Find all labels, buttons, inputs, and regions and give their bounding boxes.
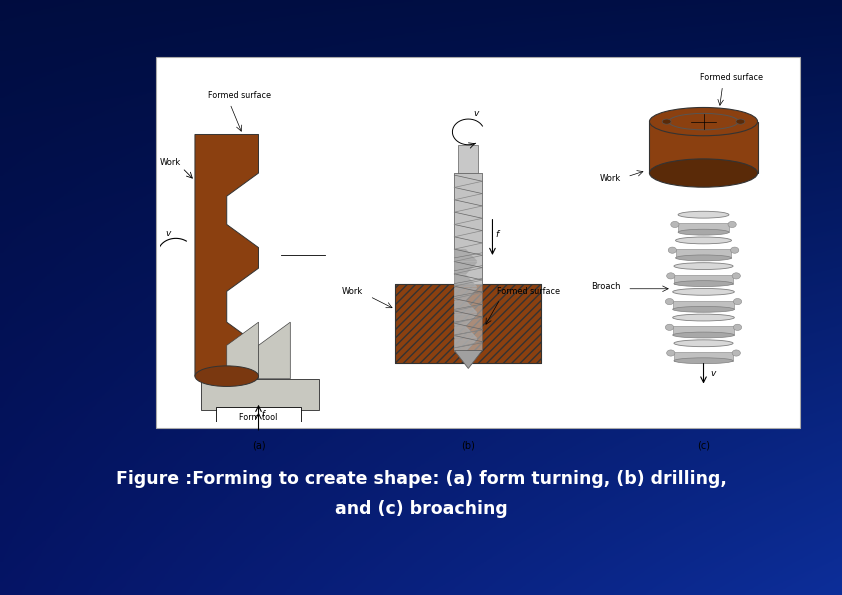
Text: f: f <box>262 411 264 419</box>
Ellipse shape <box>673 314 734 321</box>
Ellipse shape <box>669 247 676 253</box>
Polygon shape <box>226 322 258 379</box>
Text: (a): (a) <box>252 440 265 450</box>
Bar <box>675 249 732 258</box>
Text: Broach: Broach <box>591 282 621 291</box>
Ellipse shape <box>674 340 733 347</box>
Ellipse shape <box>649 108 758 136</box>
Bar <box>201 379 319 409</box>
Bar <box>156 57 800 428</box>
Ellipse shape <box>671 221 679 227</box>
Text: Figure :Forming to create shape: (a) form turning, (b) drilling,: Figure :Forming to create shape: (a) for… <box>115 470 727 488</box>
Ellipse shape <box>736 119 745 124</box>
Ellipse shape <box>674 358 733 364</box>
Text: (b): (b) <box>461 440 475 450</box>
Ellipse shape <box>678 229 729 235</box>
Polygon shape <box>455 350 482 368</box>
Text: f: f <box>495 230 498 239</box>
Ellipse shape <box>675 255 732 261</box>
Ellipse shape <box>665 299 674 305</box>
Ellipse shape <box>678 211 729 218</box>
Ellipse shape <box>673 332 734 338</box>
Text: Formed surface: Formed surface <box>701 73 764 83</box>
Bar <box>649 121 758 173</box>
Bar <box>458 145 478 173</box>
Ellipse shape <box>662 119 671 124</box>
Ellipse shape <box>733 350 740 356</box>
Text: v: v <box>710 369 715 378</box>
Ellipse shape <box>665 324 674 330</box>
Ellipse shape <box>675 237 732 244</box>
Text: Formed surface: Formed surface <box>497 287 560 296</box>
Text: Work: Work <box>160 158 181 167</box>
Ellipse shape <box>667 273 675 279</box>
Ellipse shape <box>673 289 734 295</box>
Text: Work: Work <box>342 287 364 296</box>
Text: v: v <box>473 109 479 118</box>
Polygon shape <box>258 322 290 379</box>
Ellipse shape <box>674 281 733 287</box>
Ellipse shape <box>674 263 733 270</box>
Bar <box>674 275 733 284</box>
Bar <box>673 326 734 335</box>
Text: and (c) broaching: and (c) broaching <box>334 500 508 518</box>
Ellipse shape <box>733 299 742 305</box>
Bar <box>674 352 733 361</box>
Text: v: v <box>165 229 170 238</box>
Bar <box>455 173 482 284</box>
Polygon shape <box>195 134 258 376</box>
Text: Formed surface: Formed surface <box>208 92 270 101</box>
Ellipse shape <box>649 159 758 187</box>
Polygon shape <box>455 173 482 350</box>
Ellipse shape <box>195 366 258 387</box>
Ellipse shape <box>733 324 742 330</box>
FancyBboxPatch shape <box>216 407 301 428</box>
Bar <box>673 300 734 309</box>
Text: (c): (c) <box>697 440 710 450</box>
Bar <box>395 284 541 364</box>
Text: Work: Work <box>600 174 621 183</box>
Bar <box>395 284 541 364</box>
Ellipse shape <box>731 247 738 253</box>
Bar <box>678 223 729 232</box>
Ellipse shape <box>733 273 740 279</box>
Text: Form tool: Form tool <box>239 413 278 422</box>
Ellipse shape <box>667 350 675 356</box>
Ellipse shape <box>673 306 734 312</box>
Ellipse shape <box>728 221 736 227</box>
